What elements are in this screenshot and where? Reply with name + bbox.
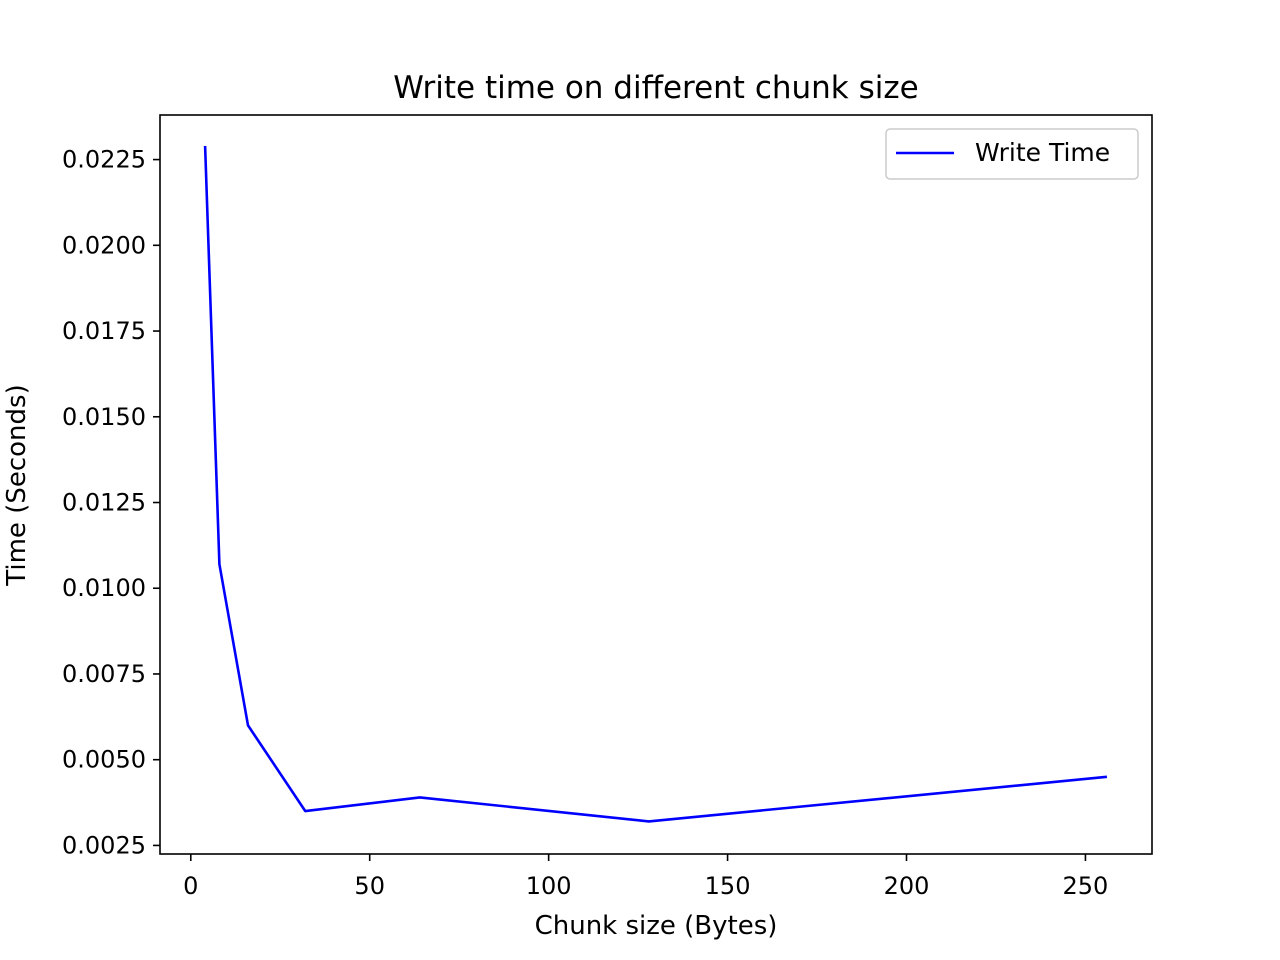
legend-label: Write Time bbox=[975, 138, 1110, 167]
y-tick-label: 0.0150 bbox=[62, 403, 146, 431]
x-tick-label: 250 bbox=[1063, 872, 1109, 900]
y-tick-label: 0.0175 bbox=[62, 317, 146, 345]
y-tick-label: 0.0125 bbox=[62, 489, 146, 517]
y-axis-label: Time (Seconds) bbox=[2, 384, 32, 586]
legend: Write Time bbox=[885, 128, 1139, 180]
legend-box bbox=[885, 128, 1139, 180]
x-tick-label: 150 bbox=[705, 872, 751, 900]
y-tick-label: 0.0050 bbox=[62, 746, 146, 774]
series-line-0 bbox=[203, 145, 1108, 823]
x-tick-label: 200 bbox=[884, 872, 930, 900]
y-tick-label: 0.0100 bbox=[62, 574, 146, 602]
x-axis: 0 50 100 150 200 250 bbox=[183, 854, 1108, 900]
x-tick-label: 100 bbox=[526, 872, 572, 900]
chart-title: Write time on different chunk size bbox=[393, 70, 918, 106]
y-tick-label: 0.0225 bbox=[62, 146, 146, 174]
x-tick-label: 50 bbox=[354, 872, 385, 900]
y-tick-label: 0.0075 bbox=[62, 660, 146, 688]
y-axis: 0.0025 0.0050 0.0075 0.0100 0.0125 0.0150 0.01… bbox=[62, 146, 160, 859]
plot-area bbox=[203, 145, 1108, 823]
x-axis-label: Chunk size (Bytes) bbox=[535, 911, 778, 941]
y-tick-label: 0.0200 bbox=[62, 231, 146, 259]
axes-frame bbox=[159, 114, 1153, 855]
y-tick-label: 0.0025 bbox=[62, 831, 146, 859]
x-tick-label: 0 bbox=[183, 872, 198, 900]
